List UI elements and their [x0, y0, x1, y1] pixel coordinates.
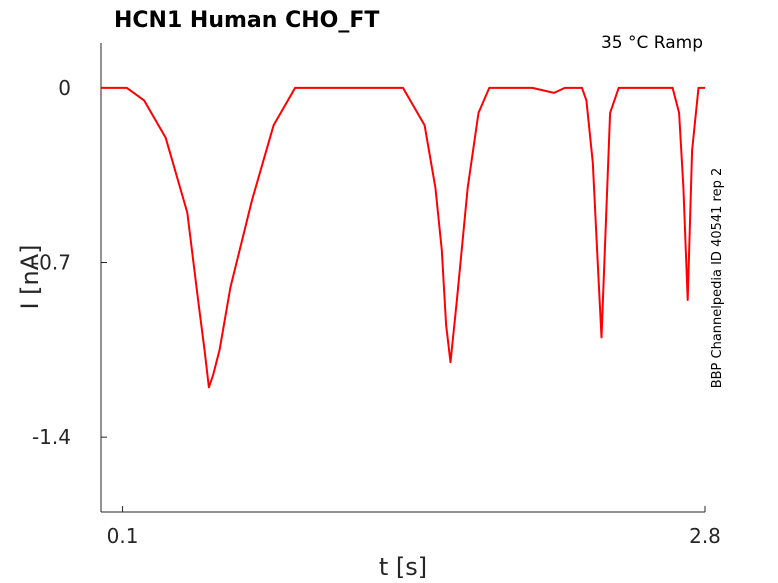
x-tick-label: 0.1	[107, 524, 139, 548]
y-ticks: 0 -0.7 -1.4	[32, 76, 107, 449]
x-axis-label: t [s]	[379, 553, 427, 581]
y-axis-label: I [nA]	[16, 244, 44, 309]
chart-title: HCN1 Human CHO_FT	[114, 8, 379, 33]
series-group	[101, 86, 705, 389]
condition-label: 35 °C Ramp	[601, 33, 703, 53]
x-tick-label: 2.8	[689, 524, 721, 548]
y-tick-label: -0.7	[32, 251, 71, 275]
side-label: BBP Channelpedia ID 40541 rep 2	[710, 168, 725, 389]
y-tick-label: -1.4	[32, 425, 71, 449]
series-line	[101, 86, 705, 389]
y-tick-label: 0	[58, 76, 71, 100]
x-ticks: 0.1 2.8	[107, 506, 721, 548]
